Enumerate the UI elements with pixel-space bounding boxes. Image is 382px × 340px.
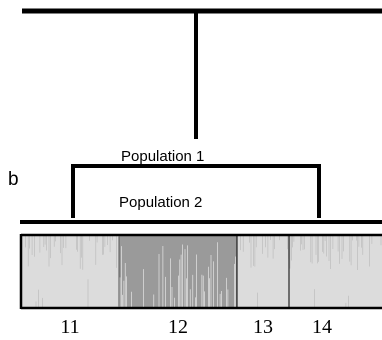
segment-label: 12	[168, 316, 188, 338]
population-2-label: Population 2	[119, 194, 202, 211]
panel-label: b	[8, 169, 19, 190]
segment-block	[119, 236, 237, 307]
segment-block	[22, 236, 119, 307]
plot-frame	[19, 233, 382, 310]
segment-label: 14	[312, 316, 332, 338]
structure-plot	[22, 236, 382, 307]
population-1-label: Population 1	[121, 148, 204, 165]
population-1-bracket	[71, 164, 321, 218]
segment-label: 11	[60, 316, 79, 338]
segment-dividers	[118, 236, 290, 307]
segment-label: 13	[253, 316, 273, 338]
